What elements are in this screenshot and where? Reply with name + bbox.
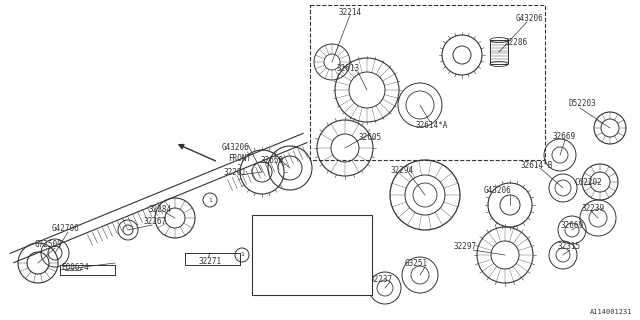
Text: G3251: G3251 [404, 260, 428, 268]
Text: 1: 1 [240, 252, 244, 258]
Text: G42706: G42706 [51, 223, 79, 233]
Text: G43206: G43206 [483, 186, 511, 195]
Text: 32286: 32286 [504, 37, 527, 46]
Text: D020155: D020155 [271, 284, 300, 290]
Text: 32201: 32201 [223, 167, 246, 177]
Text: D52203: D52203 [568, 99, 596, 108]
Bar [252, 215, 372, 295]
Text: 32614*B: 32614*B [521, 161, 553, 170]
Text: 1: 1 [208, 197, 212, 203]
Text: D020153: D020153 [271, 252, 300, 258]
Bar [185, 253, 240, 265]
Text: C62202: C62202 [574, 178, 602, 187]
Text: 32650: 32650 [260, 156, 284, 164]
Text: 32669: 32669 [561, 220, 584, 229]
Text: 32315: 32315 [557, 242, 580, 251]
Text: 32605: 32605 [358, 132, 381, 141]
Text: 32271: 32271 [198, 258, 221, 267]
Text: 32214: 32214 [339, 7, 362, 17]
Text: G72509: G72509 [34, 239, 62, 249]
Text: D020152: D020152 [271, 236, 300, 242]
Text: T=1.9: T=1.9 [335, 268, 356, 274]
Text: D020154: D020154 [271, 268, 300, 274]
Text: A114001231: A114001231 [589, 309, 632, 315]
Text: 32284: 32284 [148, 204, 172, 213]
Text: G43206: G43206 [221, 142, 249, 151]
Text: G43206: G43206 [516, 13, 544, 22]
Text: T=1.5: T=1.5 [335, 252, 356, 258]
Bar [60, 265, 115, 275]
Bar [490, 40, 508, 64]
Text: 32669: 32669 [552, 132, 575, 140]
Text: E00624: E00624 [61, 263, 89, 273]
Text: FRONT: FRONT [228, 154, 251, 163]
Text: T=0.4: T=0.4 [335, 220, 356, 226]
Bar [310, 5, 545, 160]
Text: T=1.1: T=1.1 [335, 236, 356, 242]
Text: D020151: D020151 [271, 220, 300, 226]
Text: 32294: 32294 [390, 165, 413, 174]
Text: 32239: 32239 [581, 204, 605, 212]
Text: T=2.3: T=2.3 [335, 284, 356, 290]
Text: 32297: 32297 [453, 242, 477, 251]
Text: 32613: 32613 [337, 63, 360, 73]
Text: 32614*A: 32614*A [416, 121, 448, 130]
Text: 32237: 32237 [369, 276, 392, 284]
Text: 32267: 32267 [143, 217, 166, 226]
